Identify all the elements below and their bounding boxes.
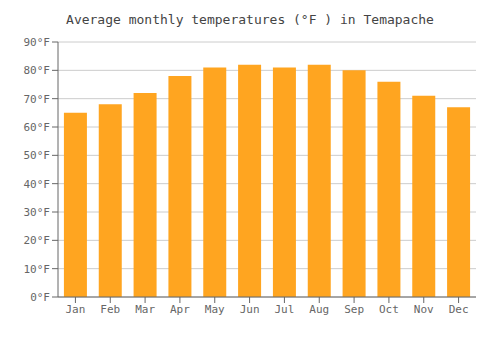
svg-text:Aug: Aug — [309, 303, 329, 316]
svg-text:70°F: 70°F — [24, 93, 51, 106]
svg-text:Jun: Jun — [240, 303, 260, 316]
svg-text:Feb: Feb — [100, 303, 120, 316]
svg-text:Apr: Apr — [170, 303, 190, 316]
svg-text:Dec: Dec — [449, 303, 469, 316]
svg-text:40°F: 40°F — [24, 178, 51, 191]
svg-text:0°F: 0°F — [30, 291, 50, 304]
svg-text:May: May — [205, 303, 225, 316]
svg-text:30°F: 30°F — [24, 206, 51, 219]
svg-text:20°F: 20°F — [24, 234, 51, 247]
svg-text:Mar: Mar — [135, 303, 155, 316]
svg-text:Jul: Jul — [274, 303, 294, 316]
svg-text:Sep: Sep — [344, 303, 364, 316]
svg-text:50°F: 50°F — [24, 149, 51, 162]
svg-text:60°F: 60°F — [24, 121, 51, 134]
svg-text:90°F: 90°F — [24, 36, 51, 49]
svg-text:Jan: Jan — [65, 303, 85, 316]
svg-text:80°F: 80°F — [24, 64, 51, 77]
html-text:Average monthly temperatures (: Average monthly temperatures (°F ) in Te… — [66, 12, 434, 27]
svg-text:10°F: 10°F — [24, 263, 51, 276]
svg-text:Oct: Oct — [379, 303, 399, 316]
svg-text:Nov: Nov — [414, 303, 434, 316]
